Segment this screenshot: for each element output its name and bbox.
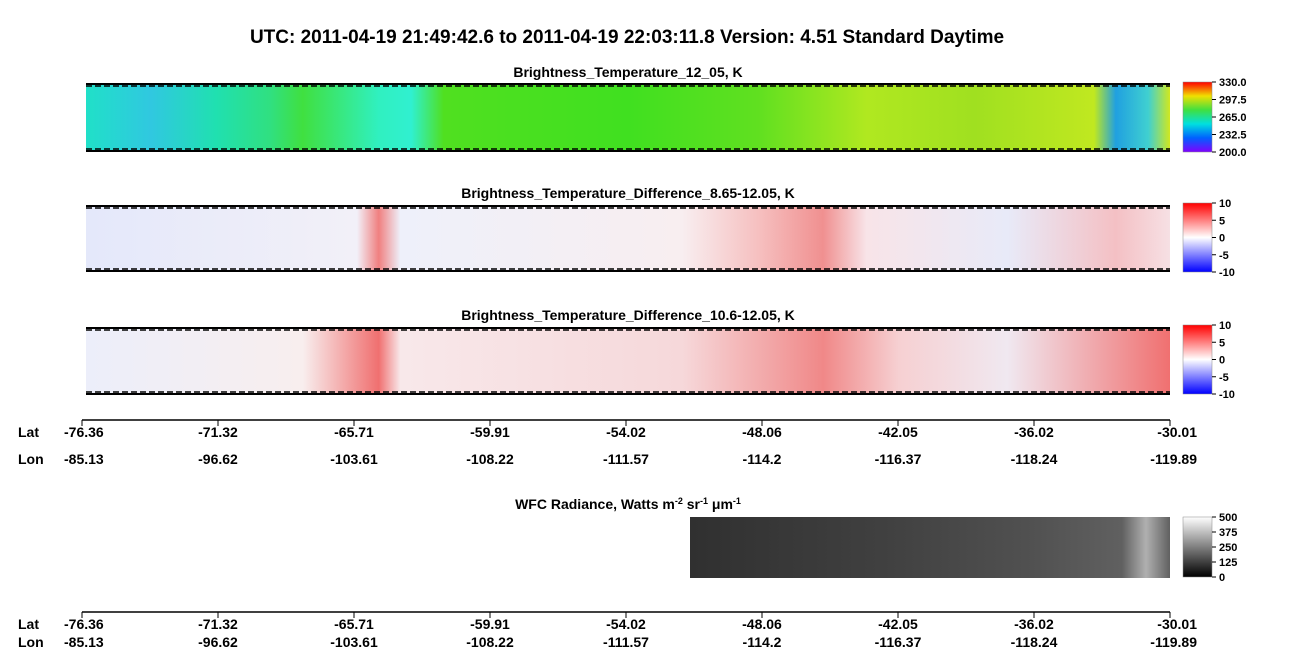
- lon-tick-label: -103.61: [330, 451, 378, 467]
- lat-tick-label: -59.91: [470, 424, 510, 440]
- lon-tick-label: -96.62: [198, 634, 238, 650]
- lon-tick-label: -116.37: [875, 451, 922, 467]
- lat-tick-label: -30.01: [1157, 616, 1197, 632]
- lat-tick-label: -76.36: [64, 616, 104, 632]
- page-title: UTC: 2011-04-19 21:49:42.6 to 2011-04-19…: [250, 27, 1004, 48]
- colorbar-tick-label: -5: [1219, 372, 1229, 384]
- colorbar-tick-label: 265.0: [1219, 112, 1247, 124]
- title-part: -1: [700, 496, 708, 506]
- lon-tick-label: -108.22: [466, 451, 514, 467]
- lat-tick-label: -65.71: [334, 616, 374, 632]
- lat-tick-label: -36.02: [1014, 616, 1054, 632]
- colorbar-tick-label: 5: [1219, 215, 1225, 227]
- lon-tick-label: -119.89: [1150, 451, 1197, 467]
- lat-tick-label: -76.36: [64, 424, 104, 440]
- colorbar-tick-label: 5: [1219, 337, 1225, 349]
- colorbar-tick-label: 500: [1219, 512, 1237, 524]
- lat-tick-label: -48.06: [742, 424, 782, 440]
- colorbar-tick-label: 375: [1219, 527, 1237, 539]
- title-part: μm: [708, 496, 733, 512]
- lat-tick-label: -48.06: [742, 616, 782, 632]
- lat-tick-label: -36.02: [1014, 424, 1054, 440]
- colorbar-tick-label: -10: [1219, 267, 1235, 279]
- colorbar-tick-label: -10: [1219, 389, 1235, 401]
- colorbar-tick-label: 0: [1219, 233, 1225, 245]
- lon-tick-label: -108.22: [466, 634, 514, 650]
- lat-tick-label: -71.32: [198, 424, 238, 440]
- panel-title: Brightness_Temperature_12_05, K: [513, 64, 742, 80]
- panel-image: [86, 328, 1170, 394]
- lon-tick-label: -118.24: [1011, 451, 1058, 467]
- lon-tick-label: -118.24: [1011, 634, 1058, 650]
- panel-title: WFC Radiance, Watts m-2 sr-1 μm-1: [515, 496, 741, 512]
- lon-tick-label: -114.2: [743, 451, 782, 467]
- title-part: sr: [683, 496, 701, 512]
- colorbar: [1182, 202, 1213, 273]
- colorbar-tick-label: 0: [1219, 355, 1225, 367]
- lon-tick-label: -85.13: [64, 451, 104, 467]
- lat-tick-label: -59.91: [470, 616, 510, 632]
- lon-label: Lon: [18, 634, 44, 650]
- lon-tick-label: -111.57: [603, 451, 649, 467]
- colorbar-tick-label: 10: [1219, 320, 1231, 332]
- lat-tick-label: -42.05: [878, 424, 918, 440]
- lon-tick-label: -96.62: [198, 451, 238, 467]
- title-part: -2: [675, 496, 683, 506]
- title-part: WFC Radiance, Watts m: [515, 496, 675, 512]
- lat-tick-label: -65.71: [334, 424, 374, 440]
- colorbar: [1182, 324, 1213, 395]
- colorbar-tick-label: 330.0: [1219, 77, 1247, 89]
- lat-tick-label: -54.02: [606, 616, 646, 632]
- colorbar-tick-label: 0: [1219, 572, 1225, 584]
- lon-label: Lon: [18, 451, 44, 467]
- colorbar-tick-label: 232.5: [1219, 130, 1247, 142]
- lat-label: Lat: [18, 424, 39, 440]
- lat-label: Lat: [18, 616, 39, 632]
- colorbar-tick-label: 125: [1219, 557, 1237, 569]
- colorbar-tick-label: 297.5: [1219, 95, 1247, 107]
- lon-tick-label: -116.37: [875, 634, 922, 650]
- panel-image: [690, 517, 1170, 578]
- lon-tick-label: -85.13: [64, 634, 104, 650]
- colorbar-tick-label: -5: [1219, 250, 1229, 262]
- panel-image: [86, 84, 1170, 151]
- panel-title: Brightness_Temperature_Difference_8.65-1…: [461, 185, 795, 201]
- lat-tick-label: -54.02: [606, 424, 646, 440]
- colorbar-tick-label: 200.0: [1219, 147, 1247, 159]
- lat-tick-label: -30.01: [1157, 424, 1197, 440]
- panel-title: Brightness_Temperature_Difference_10.6-1…: [461, 307, 795, 323]
- title-part: -1: [733, 496, 741, 506]
- lon-tick-label: -103.61: [330, 634, 378, 650]
- lat-tick-label: -42.05: [878, 616, 918, 632]
- lon-tick-label: -114.2: [743, 634, 782, 650]
- panel-image: [86, 206, 1170, 271]
- colorbar: [1182, 516, 1213, 578]
- lon-tick-label: -119.89: [1150, 634, 1197, 650]
- colorbar-tick-label: 250: [1219, 542, 1237, 554]
- colorbar: [1182, 81, 1213, 153]
- lat-tick-label: -71.32: [198, 616, 238, 632]
- lon-tick-label: -111.57: [603, 634, 649, 650]
- colorbar-tick-label: 10: [1219, 198, 1231, 210]
